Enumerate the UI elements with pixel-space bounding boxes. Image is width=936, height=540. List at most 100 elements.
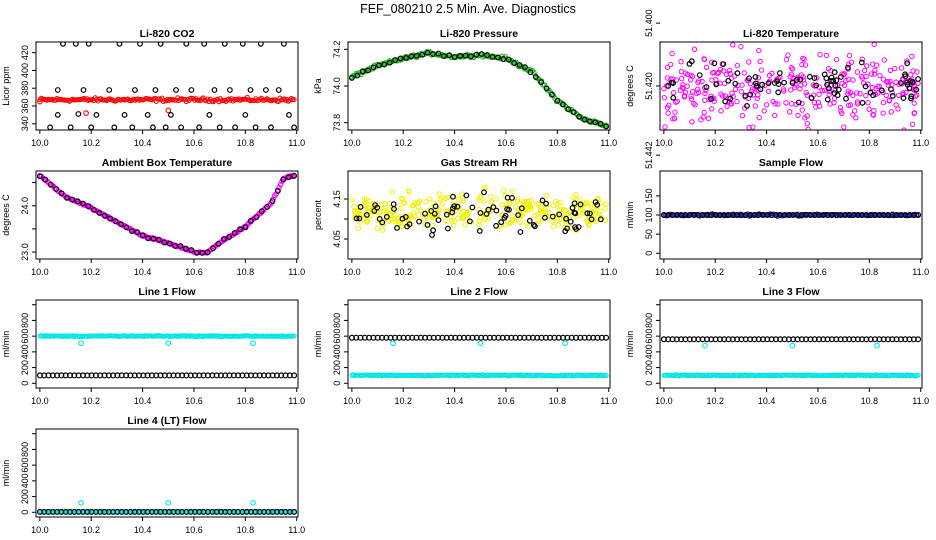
y-tick-label: 800 (332, 313, 342, 328)
raw-point (709, 59, 715, 65)
raw-point (787, 109, 793, 115)
y-axis-label: Licor ppm (1, 66, 11, 106)
x-tick-label: 10.8 (549, 267, 567, 277)
raw-point (362, 199, 368, 205)
raw-point (749, 86, 756, 92)
raw-point (291, 333, 297, 339)
avg-point (263, 87, 269, 93)
x-tick-label: 11.0 (288, 138, 305, 148)
avg-point (498, 219, 505, 226)
avg-point (722, 98, 729, 105)
y-tick-label: 400 (20, 344, 30, 359)
avg-point (220, 236, 227, 242)
avg-point (511, 60, 518, 66)
avg-point (450, 205, 456, 212)
raw-point (805, 126, 811, 130)
raw-point (871, 108, 877, 114)
avg-point (359, 68, 366, 75)
avg-point (493, 222, 500, 229)
avg-point (725, 77, 732, 84)
outlier-point (165, 340, 172, 347)
avg-point (560, 101, 566, 108)
raw-point (391, 216, 398, 223)
panel-temperature: Li-820 Temperature degrees C 10.0 10.2 10.4 1… (625, 9, 929, 169)
avg-point (450, 193, 456, 200)
avg-point (173, 87, 179, 93)
panel-pressure: Li-820 Pressure kPa 10.0 10.2 10.4 10.6 10.8 11… (313, 28, 617, 148)
raw-point (695, 89, 702, 96)
raw-point (866, 106, 872, 112)
y-tick-label: 51.400 (644, 9, 654, 37)
x-tick-label: 11.0 (288, 396, 305, 406)
avg-point (915, 76, 921, 82)
avg-point (54, 87, 61, 93)
raw-point (886, 97, 893, 103)
x-tick-label: 10.2 (394, 267, 412, 277)
x-tick-label: 10.4 (758, 138, 776, 148)
avg-point (908, 93, 915, 100)
avg-point (392, 57, 399, 63)
avg-point (404, 223, 411, 230)
raw-point (669, 50, 675, 57)
raw-point (535, 218, 542, 224)
raw-point (506, 220, 512, 227)
raw-point (559, 206, 565, 213)
raw-point (848, 90, 854, 96)
raw-point (827, 101, 833, 107)
raw-point (449, 217, 455, 224)
raw-point (398, 205, 404, 212)
avg-point (383, 213, 390, 220)
avg-point (106, 87, 113, 93)
avg-point (467, 218, 473, 225)
raw-point (354, 208, 361, 215)
avg-point (775, 81, 782, 87)
avg-point (793, 77, 800, 83)
x-tick-label: 11.0 (288, 267, 305, 277)
avg-point (502, 212, 509, 219)
raw-point (755, 75, 762, 81)
raw-point (672, 109, 678, 115)
avg-point (915, 212, 922, 219)
avg-point (116, 42, 123, 47)
raw-point (671, 115, 678, 122)
avg-point (897, 80, 904, 86)
avg-point (734, 70, 741, 77)
avg-point (424, 221, 431, 228)
avg-point (597, 216, 604, 223)
raw-point (838, 108, 844, 114)
raw-point (451, 218, 458, 225)
avg-point (269, 198, 276, 205)
avg-point (139, 232, 146, 239)
avg-point (469, 204, 476, 211)
x-tick-label: 10.2 (394, 396, 412, 406)
plot-data (660, 211, 922, 219)
raw-point (810, 82, 816, 88)
x-tick-label: 11.0 (288, 525, 305, 535)
avg-point (711, 60, 718, 67)
raw-point (783, 56, 790, 63)
x-tick-label: 10.4 (446, 138, 464, 148)
raw-point (488, 199, 495, 205)
y-tick-label: 74.0 (332, 77, 342, 95)
raw-point (684, 71, 691, 78)
avg-point (394, 224, 400, 231)
raw-point (351, 203, 357, 210)
raw-point (747, 81, 753, 87)
raw-point (841, 124, 847, 130)
avg-point (747, 91, 754, 98)
avg-point (226, 87, 233, 93)
raw-point (205, 96, 210, 102)
plot-frame (35, 41, 299, 131)
raw-point (513, 204, 519, 210)
plot-data (37, 42, 297, 130)
x-tick-label: 10.4 (134, 267, 152, 277)
x-tick-label: 10.8 (861, 396, 879, 406)
raw-point (411, 200, 418, 206)
avg-point (752, 73, 759, 80)
avg-point (727, 95, 734, 102)
panel-grid: Li-820 CO2 Licor ppm 10.0 10.2 10.4 10.6 10.8 1… (1, 9, 929, 535)
raw-point (437, 196, 443, 203)
raw-point (443, 208, 450, 215)
raw-point (531, 213, 537, 219)
raw-point (661, 85, 667, 92)
